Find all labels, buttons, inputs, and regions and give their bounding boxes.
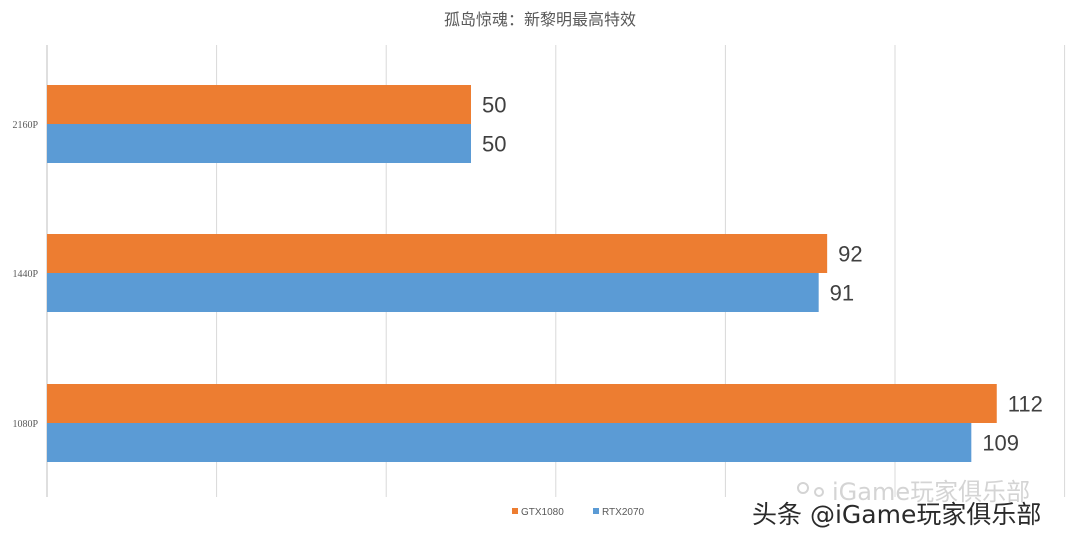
data-label: 109: [982, 431, 1019, 456]
data-label: 112: [1008, 392, 1043, 417]
category-label: 1080P: [12, 419, 38, 430]
legend-label: RTX2070: [602, 507, 645, 518]
bar-rtx2070-1080p: [47, 423, 972, 462]
legend: GTX1080 RTX2070: [512, 507, 645, 518]
bar-gtx1080-1080p: [47, 384, 997, 423]
watermark-logo-icon: [797, 482, 824, 497]
legend-label: GTX1080: [521, 507, 564, 518]
bar-rtx2070-1440p: [47, 273, 819, 312]
watermark-faint-text: iGame玩家俱乐部: [832, 478, 1030, 506]
watermark-main-text: 头条 @iGame玩家俱乐部: [752, 500, 1041, 529]
watermark: iGame玩家俱乐部 头条 @iGame玩家俱乐部: [752, 478, 1041, 529]
bar-gtx1080-2160p: [47, 85, 471, 124]
data-label: 50: [482, 132, 506, 157]
category-label: 1440P: [12, 269, 38, 280]
chart-title: 孤岛惊魂：新黎明最高特效: [444, 10, 636, 29]
data-label: 91: [830, 281, 854, 306]
legend-swatch: [512, 508, 518, 514]
data-label: 50: [482, 93, 506, 118]
data-label: 92: [838, 242, 862, 267]
data-labels: 50 50 92 91 112 109: [482, 93, 1043, 456]
legend-swatch: [593, 508, 599, 514]
bar-rtx2070-2160p: [47, 124, 471, 163]
bars: [47, 85, 997, 462]
bar-gtx1080-1440p: [47, 234, 828, 273]
category-label: 2160P: [12, 120, 38, 131]
category-labels: 2160P 1440P 1080P: [12, 120, 38, 430]
